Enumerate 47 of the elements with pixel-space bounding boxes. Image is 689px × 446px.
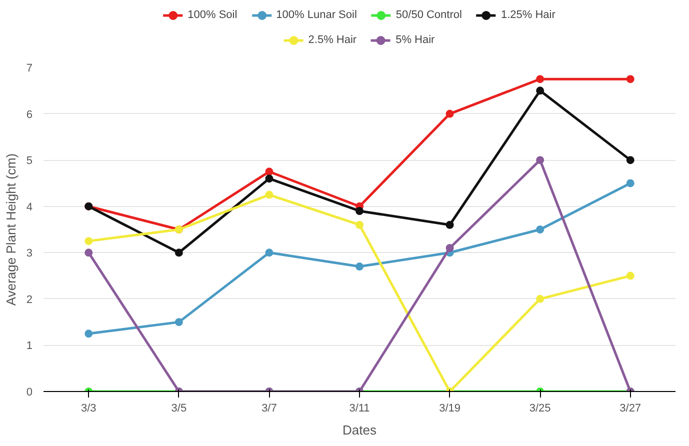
point <box>174 248 183 257</box>
point <box>356 220 364 229</box>
x-tick-label: 3/19 <box>439 402 461 414</box>
y-tick-label: 2 <box>26 294 33 306</box>
point <box>356 206 364 215</box>
x-tick-label: 3/11 <box>349 402 370 414</box>
x-tick-label: 3/7 <box>262 402 277 414</box>
y-tick-label: 7 <box>26 62 33 74</box>
point <box>626 272 634 280</box>
point <box>536 226 544 234</box>
legend-label: 2.5% Hair <box>308 34 357 46</box>
y-tick-label: 0 <box>26 386 33 398</box>
y-tick-label: 5 <box>26 155 33 168</box>
legend-label: 50/50 Control <box>396 9 462 21</box>
y-tick-label: 6 <box>26 108 33 121</box>
point <box>84 330 93 338</box>
legend-label: 100% Soil <box>188 9 238 21</box>
point <box>265 168 274 176</box>
point <box>446 110 454 118</box>
point <box>265 248 274 257</box>
point <box>446 244 454 252</box>
point <box>84 248 93 257</box>
point <box>536 156 544 164</box>
point <box>446 220 454 229</box>
point <box>174 318 183 326</box>
point <box>536 86 544 95</box>
x-axis-title: Dates <box>342 422 377 438</box>
point <box>265 190 274 199</box>
y-axis-title: Average Plant Height (cm) <box>3 153 18 306</box>
point <box>84 237 93 246</box>
x-tick-label: 3/25 <box>529 402 551 414</box>
point <box>536 75 544 84</box>
point <box>626 156 634 164</box>
y-tick-label: 3 <box>26 248 33 260</box>
legend-label: 5% Hair <box>396 34 435 46</box>
x-tick-label: 3/3 <box>80 402 96 414</box>
y-tick-label: 1 <box>26 340 33 352</box>
point <box>536 294 544 303</box>
point <box>265 174 274 183</box>
y-tick-label: 4 <box>26 201 33 214</box>
point <box>356 262 364 271</box>
x-tick-label: 3/5 <box>171 402 187 414</box>
x-tick-label: 3/27 <box>620 402 642 414</box>
legend-label: 100% Lunar Soil <box>276 9 357 21</box>
point <box>626 75 634 84</box>
point <box>626 179 634 188</box>
legend-label: 1.25% Hair <box>500 9 556 21</box>
